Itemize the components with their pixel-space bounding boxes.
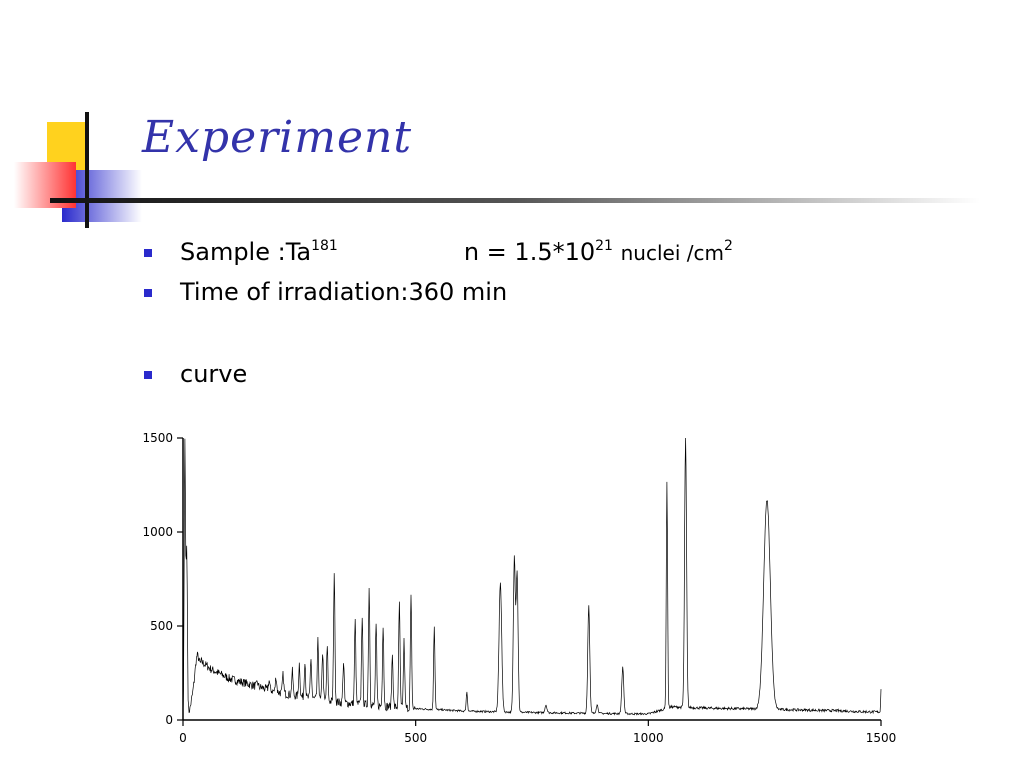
deco-vertical-line	[85, 112, 89, 228]
bullet-sample: Sample :Ta181 n = 1.5*1021 nuclei /cm2	[142, 232, 1002, 272]
title-decoration	[14, 112, 980, 228]
x-tick-label: 1500	[866, 731, 897, 745]
bullet-list: Sample :Ta181 n = 1.5*1021 nuclei /cm2 Ti…	[142, 232, 1002, 394]
y-tick-label: 1500	[142, 431, 173, 445]
bullet-irradiation: Time of irradiation:360 min	[142, 272, 1002, 312]
slide-title: Experiment	[142, 112, 413, 163]
y-tick-label: 1000	[142, 525, 173, 539]
bullet-curve: curve	[142, 354, 1002, 394]
bullet-square-icon	[144, 249, 152, 257]
density-label: n = 1.5*10	[463, 238, 596, 266]
y-tick-label: 0	[165, 713, 173, 727]
y-tick-label: 500	[150, 619, 173, 633]
curve-text: curve	[180, 360, 248, 388]
irradiation-text: Time of irradiation:360 min	[180, 278, 508, 306]
density-unit-exponent: 2	[723, 238, 733, 254]
bullet-square-icon	[144, 289, 152, 297]
sample-mass-number: 181	[311, 238, 338, 254]
x-tick-label: 1000	[633, 731, 664, 745]
x-tick-label: 500	[404, 731, 427, 745]
title-underline	[50, 198, 980, 203]
sample-label: Sample :Ta	[180, 238, 312, 266]
density-unit: nuclei /cm	[620, 241, 724, 265]
spectrum-line	[182, 437, 882, 716]
x-tick-label: 0	[179, 731, 187, 745]
bullet-square-icon	[144, 371, 152, 379]
spectrum-chart: 0 500 1000 1500 0 500 1000 1500	[142, 431, 897, 745]
density-exponent: 21	[595, 238, 613, 254]
